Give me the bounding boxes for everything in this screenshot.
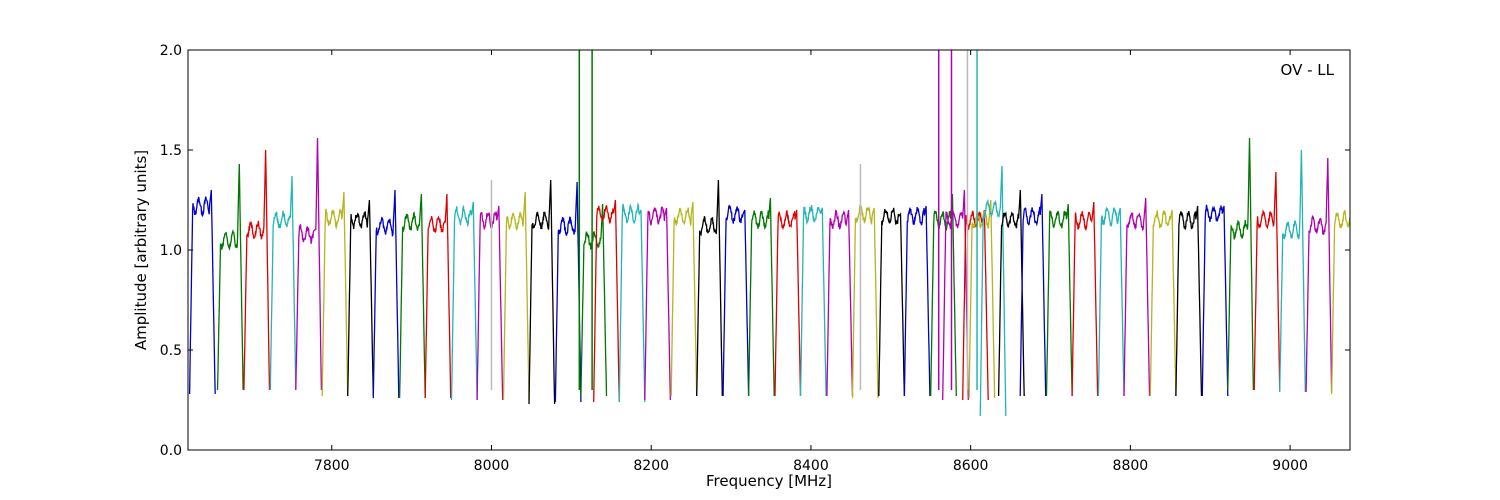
channel-trace — [618, 202, 646, 403]
y-axis-label: Amplitude [arbitrary units] — [132, 150, 150, 350]
channel-trace — [670, 201, 698, 397]
x-axis-label: Frequency [MHz] — [706, 472, 832, 490]
channel-trace — [903, 205, 931, 397]
tick-layer: 7800 8000 8200 8400 8600 8800 9000 0.0 0.5 1.0 1.5… — [160, 43, 1350, 474]
channel-trace — [1279, 149, 1306, 393]
channel-trace — [1305, 157, 1333, 393]
channel-trace — [502, 191, 530, 401]
channel-trace — [644, 206, 672, 401]
channel-trace — [269, 175, 297, 391]
channel-trace — [997, 189, 1025, 397]
channel-trace — [1045, 203, 1073, 397]
x-tick-label: 9000 — [1272, 458, 1308, 474]
channel-trace — [1201, 204, 1229, 397]
channel-trace — [774, 209, 802, 397]
x-tick-label: 8600 — [953, 458, 989, 474]
channel-trace — [593, 199, 620, 403]
channel-trace — [398, 193, 426, 399]
y-tick-label: 2.0 — [160, 43, 182, 59]
y-tick-label: 1.5 — [160, 143, 182, 159]
y-tick-label: 1.0 — [160, 243, 182, 259]
channel-trace — [321, 191, 349, 397]
channel-trace — [243, 149, 271, 391]
channel-trace — [347, 199, 374, 397]
channel-trace — [1227, 137, 1255, 391]
channel-trace — [424, 193, 452, 399]
y-tick-label: 0.5 — [160, 343, 182, 359]
channel-trace — [1097, 206, 1125, 397]
channel-trace — [878, 207, 906, 397]
channel-trace — [372, 189, 400, 399]
x-tick-label: 7800 — [314, 458, 350, 474]
channel-trace — [580, 203, 608, 397]
channel-trace — [528, 179, 556, 405]
channel-trace — [979, 165, 1007, 417]
y-tick-label: 0.0 — [160, 443, 182, 459]
x-tick-label: 8200 — [633, 458, 669, 474]
channel-trace — [799, 205, 827, 397]
x-tick-label: 8800 — [1113, 458, 1149, 474]
channel-trace — [1253, 171, 1281, 391]
channel-trace — [1149, 209, 1177, 397]
channel-trace — [1123, 197, 1151, 397]
channel-trace — [1330, 210, 1350, 395]
channel-trace — [295, 137, 323, 391]
channel-trace — [942, 189, 969, 401]
channel-trace — [1071, 201, 1099, 397]
channel-trace — [968, 199, 996, 399]
channel-trace — [747, 197, 775, 397]
channel-trace — [450, 201, 478, 401]
x-tick-label: 8000 — [474, 458, 510, 474]
series-layer — [188, 50, 1350, 417]
channel-trace — [476, 205, 504, 401]
channel-trace — [188, 189, 216, 395]
channel-trace — [851, 205, 879, 399]
channel-trace — [722, 204, 750, 397]
panel-annotation: OV - LL — [1281, 61, 1335, 79]
channel-trace — [1175, 205, 1203, 397]
channel-trace — [696, 179, 723, 397]
channel-trace — [826, 209, 854, 397]
channel-trace — [554, 181, 582, 403]
channel-trace — [1019, 193, 1047, 397]
x-tick-label: 8400 — [793, 458, 829, 474]
channel-trace — [216, 163, 244, 391]
